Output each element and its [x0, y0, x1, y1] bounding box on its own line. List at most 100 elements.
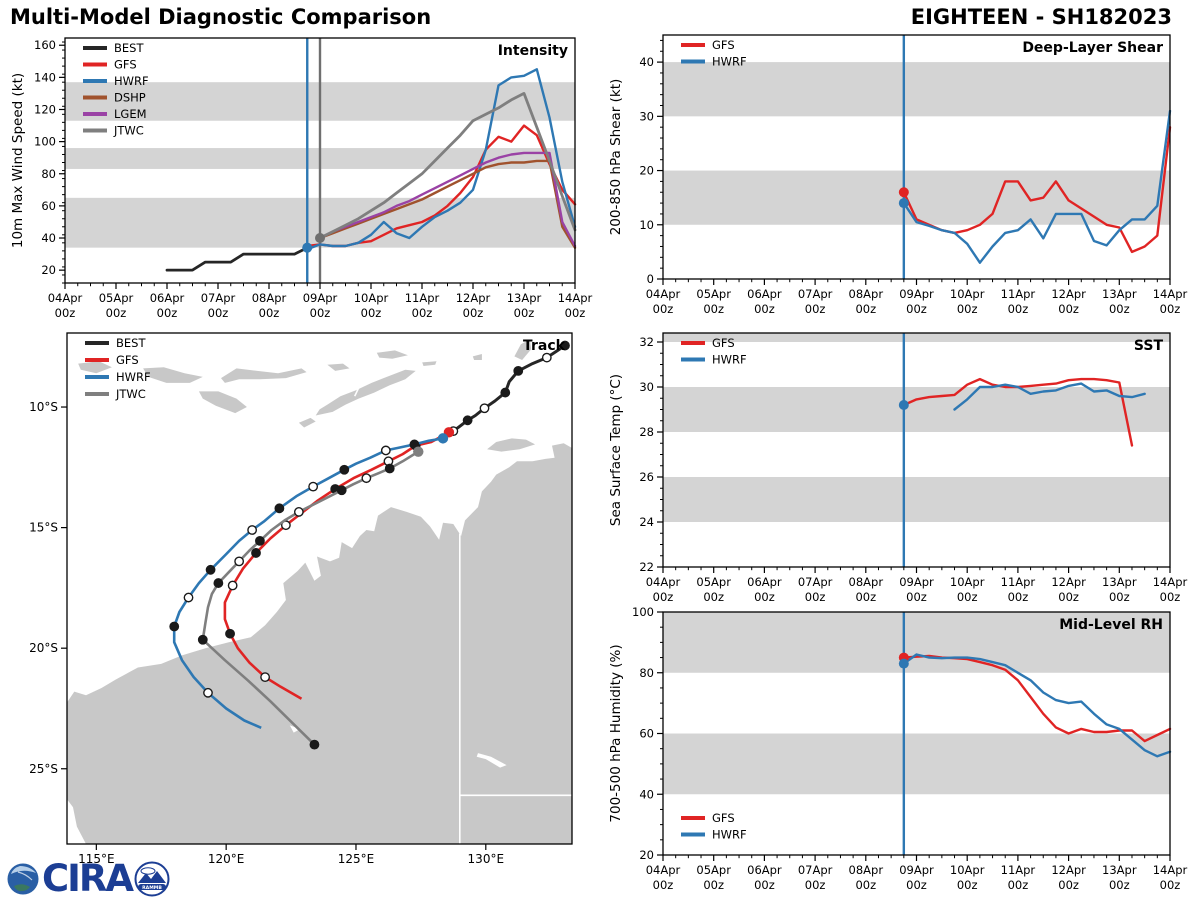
intensity-xtick-sublabel: 00z: [463, 306, 484, 320]
intensity-legend-label-LGEM: LGEM: [114, 107, 147, 121]
intensity-xtick-label: 13Apr: [507, 291, 542, 305]
sst-ytick-label: 26: [639, 470, 654, 484]
shear-xtick-label: 06Apr: [747, 287, 782, 301]
track-marker-JTWC-open: [234, 556, 245, 567]
shear-xtick-sublabel: 00z: [653, 302, 674, 316]
sst-xtick-label: 11Apr: [1001, 575, 1036, 589]
sst-legend-label-HWRF: HWRF: [712, 353, 747, 367]
rh-xtick-label: 05Apr: [696, 863, 731, 877]
intensity-ytick-label: 140: [34, 70, 56, 84]
shear-ytick-label: 10: [639, 218, 654, 232]
track-marker-HWRF-filled: [205, 564, 216, 575]
sst-xtick-sublabel: 00z: [754, 590, 775, 604]
intensity-xtick-label: 08Apr: [252, 291, 287, 305]
sst-xtick-sublabel: 00z: [1008, 590, 1029, 604]
track-marker-JTWC-filled: [213, 578, 224, 588]
cira-logo: CIRA RAMMB: [6, 860, 170, 897]
track-legend-label-BEST: BEST: [116, 336, 146, 350]
track-marker-GFS-open: [227, 580, 238, 591]
intensity-xtick-sublabel: 00z: [55, 306, 76, 320]
intensity-xtick-label: 12Apr: [456, 291, 491, 305]
track-start-dot-1: [437, 433, 449, 444]
track-marker-HWRF-open: [203, 687, 213, 698]
intensity-xtick-sublabel: 00z: [514, 306, 535, 320]
sst-xtick-sublabel: 00z: [957, 590, 978, 604]
intensity-legend-label-GFS: GFS: [114, 58, 137, 72]
shear-band-1: [663, 62, 1170, 117]
intensity-ytick-label: 160: [34, 38, 56, 52]
sst-xtick-label: 12Apr: [1051, 575, 1086, 589]
shear-xtick-label: 12Apr: [1051, 287, 1086, 301]
shear-xtick-label: 09Apr: [899, 287, 934, 301]
rh-xtick-sublabel: 00z: [754, 878, 775, 892]
track-frame: [66, 332, 573, 845]
rh-init-dot-1: [898, 658, 909, 669]
shear-xtick-label: 14Apr: [1153, 287, 1188, 301]
intensity-xtick-label: 06Apr: [150, 291, 185, 305]
rammb-badge-icon: RAMMB: [134, 861, 170, 896]
rh-xtick-sublabel: 00z: [1008, 878, 1029, 892]
rh-xtick-label: 07Apr: [798, 863, 833, 877]
rh-band-0: [663, 733, 1170, 795]
track-marker-BEST-filled: [462, 415, 473, 426]
sst-xtick-label: 05Apr: [696, 575, 731, 589]
intensity-ytick-label: 20: [41, 263, 56, 277]
intensity-xtick-sublabel: 00z: [310, 306, 331, 320]
cira-logo-text: CIRA: [42, 857, 134, 900]
intensity-series-DSHP: [318, 159, 577, 249]
map-lake-0: [476, 753, 507, 768]
sst-xtick-label: 08Apr: [849, 575, 884, 589]
sst-xtick-label: 07Apr: [798, 575, 833, 589]
intensity-xtick-sublabel: 00z: [208, 306, 229, 320]
track-marker-JTWC-filled: [255, 535, 265, 546]
track-start-dot-2: [413, 446, 424, 457]
shear-xtick-label: 10Apr: [950, 287, 985, 301]
track-marker-JTWC-open: [293, 507, 304, 517]
intensity-corner-label: Intensity: [498, 43, 568, 59]
map-xtick-label: 120°E: [208, 852, 245, 866]
intensity-xtick-sublabel: 00z: [361, 306, 382, 320]
sst-xtick-label: 04Apr: [646, 575, 681, 589]
intensity-xtick-sublabel: 00z: [412, 306, 433, 320]
track-marker-BEST-filled: [560, 340, 570, 351]
intensity-xtick-label: 09Apr: [303, 291, 338, 305]
sst-legend-label-GFS: GFS: [712, 336, 735, 350]
sst-xtick-label: 14Apr: [1153, 575, 1188, 589]
map-land-11: [472, 354, 482, 360]
rh-xtick-sublabel: 00z: [1109, 878, 1130, 892]
sst-xtick-sublabel: 00z: [1058, 590, 1079, 604]
sst-xtick-label: 13Apr: [1102, 575, 1137, 589]
rh-xtick-label: 13Apr: [1102, 863, 1137, 877]
shear-ytick-label: 30: [639, 109, 654, 123]
shear-xtick-sublabel: 00z: [805, 302, 826, 316]
sst-xtick-sublabel: 00z: [653, 590, 674, 604]
shear-xtick-label: 04Apr: [646, 287, 681, 301]
track-marker-BEST-filled: [500, 387, 511, 398]
sst-ytick-label: 30: [639, 380, 654, 394]
sst-xtick-sublabel: 00z: [906, 590, 927, 604]
shear-legend-label-HWRF: HWRF: [712, 55, 747, 69]
intensity-xtick-label: 04Apr: [48, 291, 83, 305]
shear-xtick-sublabel: 00z: [855, 302, 876, 316]
sst-band-1: [663, 387, 1170, 432]
map-ytick-label: 25°S: [29, 762, 58, 776]
sst-series-HWRF: [953, 382, 1146, 411]
intensity-xtick-sublabel: 00z: [157, 306, 178, 320]
sst-ytick-label: 28: [639, 425, 654, 439]
map-xtick-label: 125°E: [338, 852, 375, 866]
sst-band-2: [663, 333, 1170, 342]
shear-series-HWRF: [902, 109, 1172, 264]
shear-xtick-sublabel: 00z: [1008, 302, 1029, 316]
intensity-ytick-label: 40: [41, 231, 56, 245]
intensity-legend-label-JTWC: JTWC: [113, 124, 144, 138]
rh-xtick-sublabel: 00z: [805, 878, 826, 892]
shear-xtick-label: 11Apr: [1001, 287, 1036, 301]
map-land-2: [315, 369, 416, 416]
track-marker-GFS-open: [260, 672, 271, 683]
shear-xtick-label: 13Apr: [1102, 287, 1137, 301]
shear-xtick-sublabel: 00z: [703, 302, 724, 316]
map-ytick-label: 15°S: [29, 521, 58, 535]
map-land-10: [514, 339, 532, 360]
